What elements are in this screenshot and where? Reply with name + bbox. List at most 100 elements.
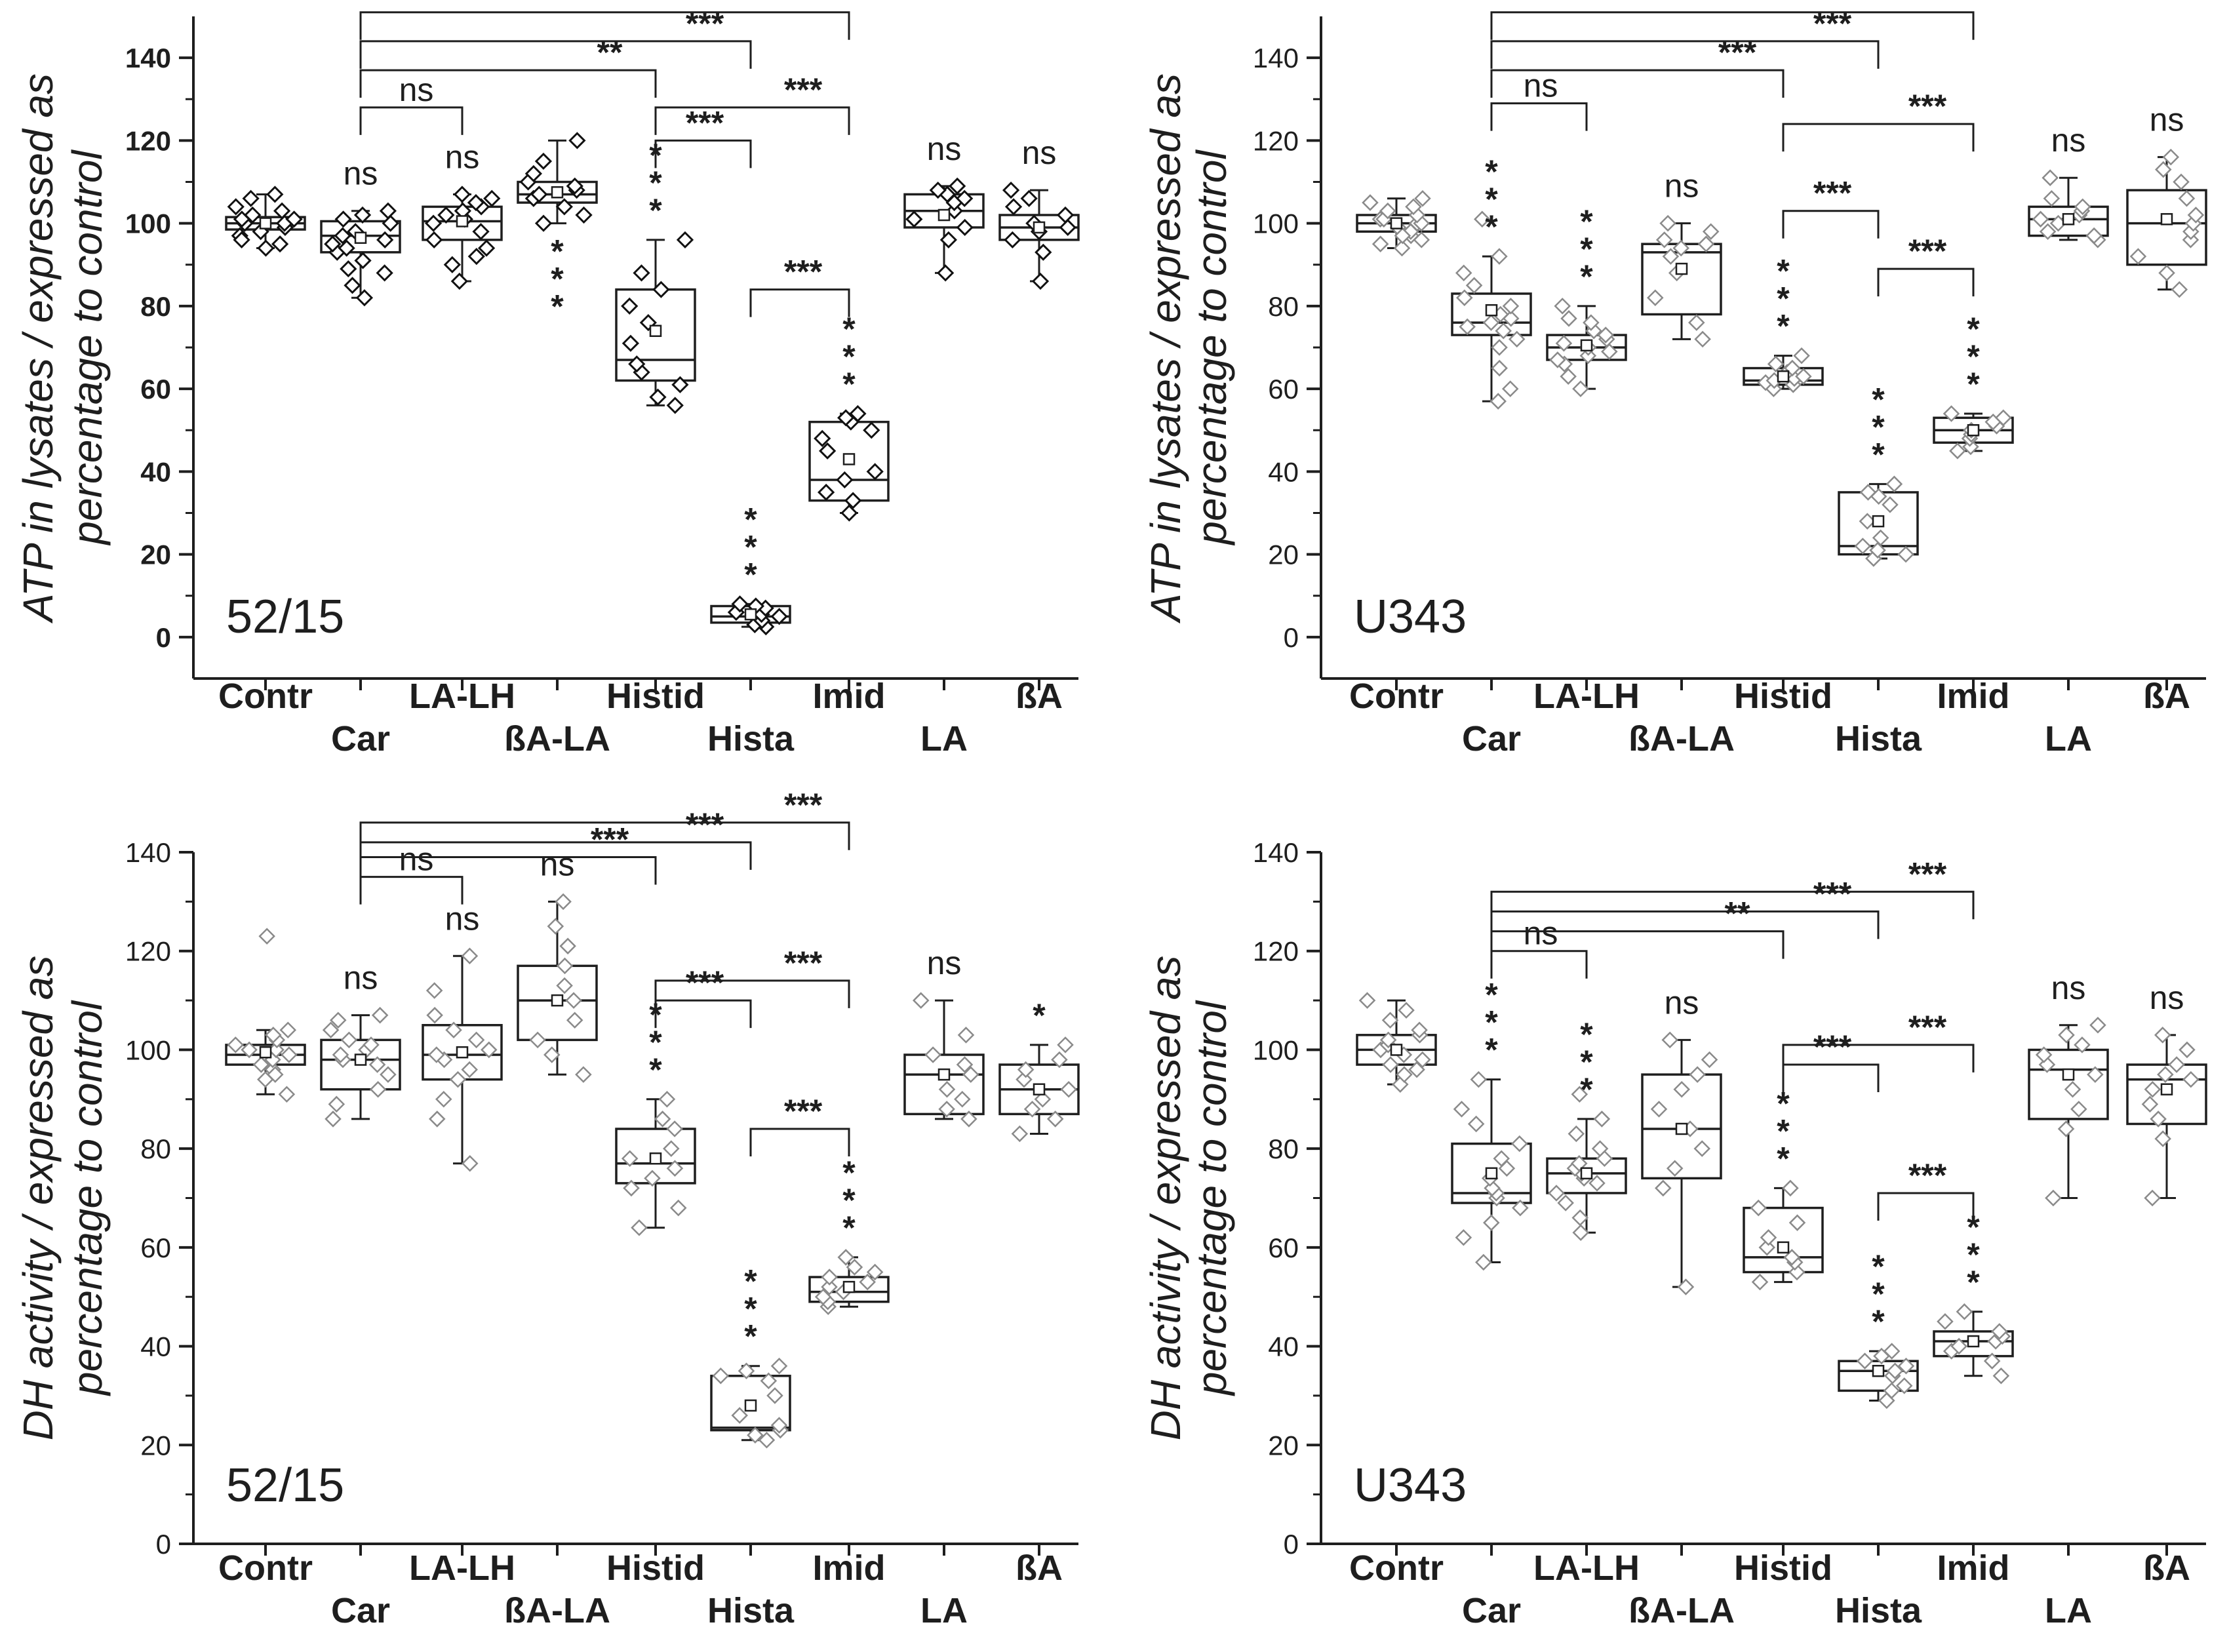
data-point: [2157, 1066, 2174, 1083]
asterisk: *: [1580, 203, 1593, 240]
data-point: [258, 928, 275, 945]
data-point: [654, 1111, 671, 1128]
data-point: [1455, 264, 1472, 282]
data-point: [461, 1061, 478, 1078]
box--a: ns: [998, 134, 1080, 290]
data-point: [2039, 223, 2057, 241]
data-point: [1883, 1382, 1901, 1400]
significance-ns: ns: [344, 155, 378, 192]
box-mean: [744, 608, 757, 621]
bracket-line: [359, 821, 850, 850]
bracket-label: ***: [1908, 0, 1947, 13]
box-mean: [1777, 370, 1790, 383]
bracket-label: ***: [1908, 88, 1947, 125]
box-iqr: [1743, 1206, 1824, 1274]
asterisk: *: [744, 556, 757, 593]
box--a: ns: [2126, 979, 2207, 1207]
box-la-lh: ns: [422, 900, 503, 1172]
data-point: [340, 260, 357, 278]
data-point: [481, 1041, 498, 1059]
data-point: [1672, 239, 1689, 257]
data-point: [836, 471, 854, 489]
y-tick-label: 20: [1268, 540, 1299, 570]
asterisk: *: [1580, 258, 1593, 295]
bracket-label: ***: [784, 787, 823, 823]
asterisk: *: [1580, 1016, 1593, 1053]
asterisk: *: [1777, 308, 1790, 345]
asterisk: *: [842, 1210, 856, 1246]
significance-ns: ns: [1665, 984, 1699, 1021]
comparison-bracket: ***: [1490, 0, 1975, 40]
data-point: [233, 231, 250, 248]
data-point: [2144, 1189, 2161, 1207]
comparison-bracket: ***: [359, 806, 752, 870]
box-mean: [1675, 1122, 1688, 1135]
data-point: [354, 252, 372, 269]
data-point: [1482, 314, 1500, 331]
asterisk: *: [1777, 281, 1790, 317]
significance-ns: ns: [445, 900, 480, 937]
y-tick-label: 0: [1284, 1529, 1299, 1560]
significance-stars: * * *: [1872, 381, 1885, 473]
bracket-line: [359, 876, 464, 905]
data-point: [1943, 405, 1960, 422]
data-point: [325, 1111, 342, 1128]
box-la: ns: [2028, 122, 2109, 248]
bracket-line: [749, 288, 850, 317]
data-point: [652, 281, 670, 298]
y-axis-title-line1: ATP in lysates / expressed as: [14, 73, 62, 624]
box-mean: [1872, 515, 1885, 528]
box-mean: [1967, 1335, 1980, 1348]
y-tick-label: 80: [140, 291, 171, 322]
data-point: [770, 608, 788, 625]
data-point: [1011, 1125, 1029, 1143]
data-point: [1017, 1061, 1035, 1078]
data-point: [938, 1101, 955, 1118]
data-point: [1991, 1323, 2008, 1340]
bracket-label: ***: [1908, 1009, 1947, 1046]
comparison-bracket: ***: [654, 104, 752, 168]
category-label: Contr: [218, 677, 313, 716]
data-point: [1949, 442, 1966, 460]
data-point: [1023, 1101, 1041, 1118]
box--a-la: * * *: [517, 132, 598, 325]
data-point: [435, 1091, 452, 1108]
category-label: Histid: [606, 1548, 705, 1588]
significance-stars: * * *: [1580, 203, 1593, 295]
data-point: [334, 227, 351, 245]
data-point: [2087, 1066, 2104, 1083]
y-axis-title-line1: DH activity / expressed as: [1142, 956, 1189, 1441]
data-point: [376, 231, 394, 248]
y-tick-label: 120: [1253, 936, 1299, 967]
data-point: [2042, 169, 2059, 186]
data-point: [467, 193, 485, 212]
significance-stars: * * *: [1967, 1209, 1980, 1301]
data-point: [547, 918, 564, 935]
box-mean: [1485, 304, 1498, 317]
significance-stars: * * *: [842, 1154, 856, 1246]
y-axis-title-line2: percentage to control: [1188, 1000, 1235, 1396]
category-label: Histid: [606, 677, 705, 716]
data-point: [324, 235, 342, 253]
data-point: [2141, 1095, 2159, 1113]
bracket-label: ***: [686, 104, 724, 141]
asterisk: *: [744, 1263, 757, 1300]
comparison-bracket: ns: [359, 841, 464, 905]
data-point: [363, 1036, 380, 1053]
data-point: [2129, 248, 2147, 265]
box-mean: [1390, 217, 1403, 229]
asterisk: *: [1872, 436, 1885, 473]
data-point: [663, 1140, 680, 1157]
box-mean: [1390, 1044, 1403, 1056]
box-car: * * *: [1451, 977, 1532, 1271]
data-point: [1572, 380, 1589, 397]
data-point: [821, 1268, 838, 1286]
data-point: [1688, 314, 1705, 331]
data-point: [450, 272, 468, 290]
data-point: [821, 1278, 838, 1295]
data-point: [1489, 393, 1507, 410]
data-point: [353, 206, 372, 224]
data-point: [1034, 1091, 1052, 1108]
data-point: [382, 214, 399, 232]
bracket-line: [1490, 910, 1880, 939]
